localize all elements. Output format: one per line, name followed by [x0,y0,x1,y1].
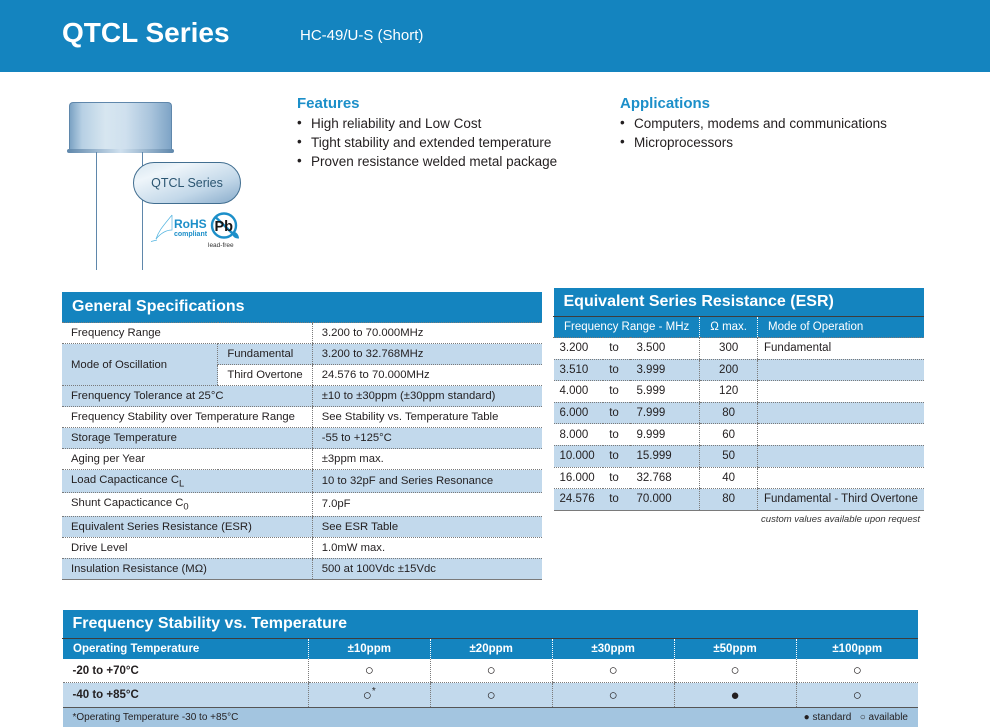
svg-text:compliant: compliant [174,231,208,238]
svg-text:RoHS: RoHS [174,217,207,231]
svg-text:Pb: Pb [215,219,234,235]
